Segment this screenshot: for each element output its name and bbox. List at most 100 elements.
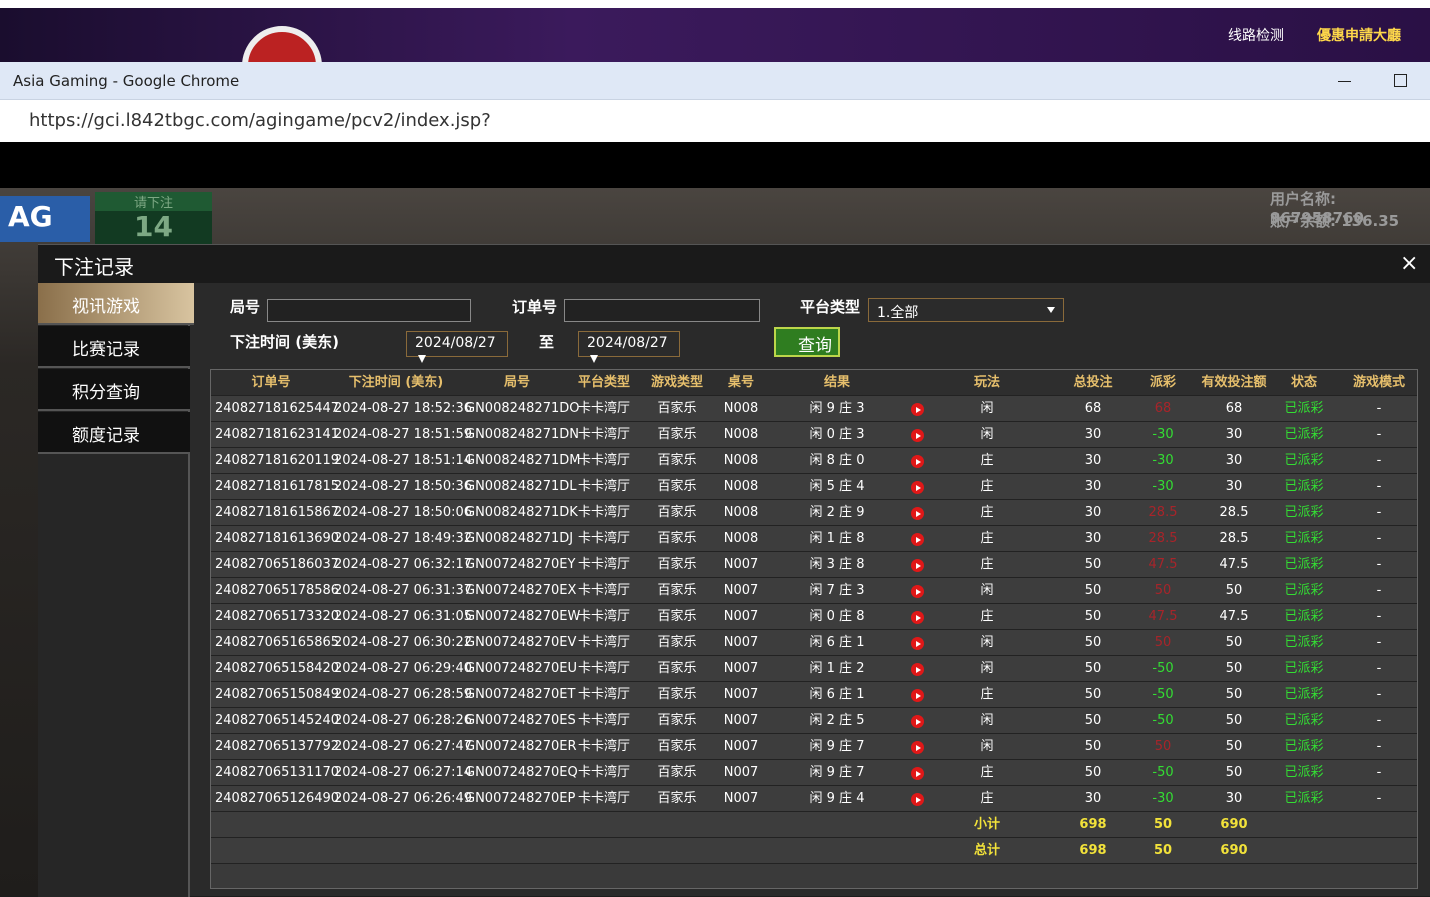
cell: 闲 2 庄 9 (809, 505, 865, 520)
cell: 百家乐 (657, 479, 697, 494)
cell: 2024-08-27 18:50:06 (334, 505, 473, 520)
cell: GN007248270EY (465, 557, 576, 572)
cell: N007 (723, 609, 759, 624)
video-icon[interactable] (911, 481, 924, 494)
video-icon[interactable] (911, 611, 924, 624)
video-icon[interactable] (911, 429, 924, 442)
cell: 已派彩 (1284, 661, 1324, 676)
cell: GN007248270EQ (465, 765, 578, 780)
platform-value: 1.全部 (877, 305, 919, 321)
cell: 2024-08-27 06:28:59 (334, 687, 473, 702)
cell: 240827065137792 (215, 739, 340, 754)
cell: 2024-08-27 18:51:14 (334, 453, 473, 468)
cell: 百家乐 (657, 505, 697, 520)
video-icon[interactable] (911, 715, 924, 728)
cell: 已派彩 (1284, 427, 1324, 442)
cell: 2024-08-27 06:26:49 (334, 791, 473, 806)
cell: -50 (1152, 687, 1174, 702)
cell: 50 (1084, 687, 1102, 702)
cell: 240827181615867 (215, 505, 340, 520)
cell: GN007248270EP (465, 791, 576, 806)
cell: 28.5 (1148, 531, 1178, 546)
order-input[interactable] (564, 299, 760, 322)
date-to[interactable]: 2024/08/27 (578, 331, 680, 363)
cell: 50 (1154, 739, 1172, 754)
video-icon[interactable] (911, 455, 924, 468)
cell: N007 (723, 661, 759, 676)
dialog-header: 下注记录 × (38, 245, 1430, 283)
cell: 闲 0 庄 3 (809, 427, 865, 442)
cell: 50 (1084, 661, 1102, 676)
maximize[interactable] (1394, 74, 1407, 87)
video-icon[interactable] (911, 741, 924, 754)
video-icon[interactable] (911, 403, 924, 416)
cell: 30 (1084, 453, 1102, 468)
cell: N007 (723, 635, 759, 650)
date-to-value: 2024/08/27 (587, 335, 668, 351)
cell: - (1376, 479, 1382, 494)
cell: 240827065131170 (215, 765, 340, 780)
video-icon[interactable] (911, 637, 924, 650)
menu-item[interactable]: 额度记录 (38, 412, 190, 454)
cell: N008 (723, 401, 759, 416)
round-input[interactable] (267, 299, 471, 322)
cell: N008 (723, 479, 759, 494)
cell: N007 (723, 739, 759, 754)
cell: - (1376, 583, 1382, 598)
cell: 50 (1153, 817, 1173, 832)
video-icon[interactable] (911, 533, 924, 546)
cell: 闲 6 庄 1 (809, 635, 865, 650)
cell: 已派彩 (1284, 505, 1324, 520)
cell: 百家乐 (657, 609, 697, 624)
search-button[interactable]: 查询 (774, 327, 840, 357)
ag-logo: AG (0, 196, 90, 242)
date-from[interactable]: 2024/08/27 (406, 331, 508, 363)
cell: 闲 (980, 583, 994, 598)
cell: 240827065126490 (215, 791, 340, 806)
video-icon[interactable] (911, 767, 924, 780)
cell: 卡卡湾厅 (577, 583, 631, 598)
cell: 2024-08-27 06:27:47 (334, 739, 473, 754)
cell: 已派彩 (1284, 583, 1324, 598)
data-row: 240827065165865 2024-08-27 06:30:22 GN0072… (211, 630, 1417, 656)
platform-select[interactable]: 1.全部 (868, 298, 1064, 322)
cell: 闲 9 庄 4 (809, 791, 865, 806)
cell: 闲 8 庄 0 (809, 453, 865, 468)
video-icon[interactable] (911, 663, 924, 676)
video-icon[interactable] (911, 793, 924, 806)
cell: 2024-08-27 06:29:40 (334, 661, 473, 676)
cell: 闲 (980, 739, 994, 754)
cell: - (1376, 765, 1382, 780)
cell: GN007248270EU (465, 661, 577, 676)
url[interactable]: https://gci.l842tbgc.com/agingame/pcv2/i… (29, 110, 491, 131)
video-icon[interactable] (911, 585, 924, 598)
link[interactable]: 线路检测 (1228, 28, 1284, 44)
video-icon[interactable] (911, 507, 924, 520)
cell: 50 (1225, 765, 1243, 780)
video-icon[interactable] (911, 689, 924, 702)
username: 用户名称: 967958760 (1270, 190, 1364, 227)
cell: 47.5 (1148, 557, 1178, 572)
cell: -50 (1152, 661, 1174, 676)
cell: GN007248270ES (465, 713, 576, 728)
cell: 百家乐 (657, 635, 697, 650)
cell: - (1376, 739, 1382, 754)
video-icon[interactable] (911, 559, 924, 572)
cell: 庄 (980, 531, 994, 546)
minimize[interactable] (1338, 81, 1351, 82)
cell: GN007248270EV (465, 635, 577, 650)
cell: 50 (1154, 583, 1172, 598)
cell: 240827065186037 (215, 557, 340, 572)
cell: N008 (723, 531, 759, 546)
cell: N007 (723, 583, 759, 598)
cell: 庄 (980, 479, 994, 494)
cell: 已派彩 (1284, 713, 1324, 728)
link[interactable]: 優惠申請大廳 (1317, 28, 1401, 44)
close-button[interactable]: × (1400, 251, 1419, 276)
menu-item[interactable]: 积分查询 (38, 369, 190, 411)
cell: GN008248271DM (465, 453, 581, 468)
menu-item[interactable]: 比赛记录 (38, 326, 190, 368)
cell: 闲 1 庄 8 (809, 531, 865, 546)
data-row: 240827181625447 2024-08-27 18:52:36 GN0082… (211, 396, 1417, 422)
menu-item[interactable]: 视讯游戏 (38, 283, 194, 325)
